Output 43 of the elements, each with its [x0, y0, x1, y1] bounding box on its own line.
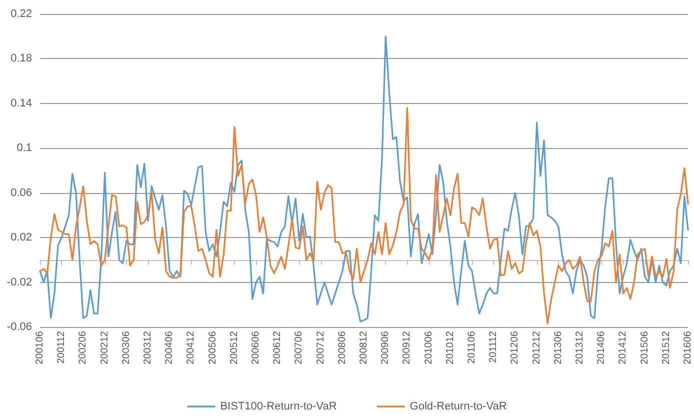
line-series: [39, 107, 689, 324]
x-tick-label: 200412: [186, 330, 197, 364]
y-tick-label: -0.06: [6, 321, 32, 333]
x-tick-label: 200112: [56, 330, 68, 364]
x-tick-label: 201506: [639, 330, 650, 364]
x-tick-label: 201606: [682, 330, 694, 364]
x-tick-label: 201406: [596, 330, 608, 364]
legend-label: BIST100-Return-to-VaR: [220, 400, 337, 412]
x-tick-label: 200312: [142, 330, 154, 364]
x-tick-label: 200906: [380, 330, 392, 364]
x-tick-label: 201206: [510, 330, 521, 364]
x-tick-label: 200606: [250, 330, 262, 364]
y-tick-label: -0.02: [6, 276, 32, 288]
x-tick-label: 200212: [99, 330, 110, 364]
x-tick-label: 200106: [34, 330, 46, 364]
line-series: [39, 36, 689, 322]
x-tick-label: 201006: [423, 330, 434, 364]
x-tick-label: 200812: [358, 330, 370, 364]
x-tick-label: 200912: [402, 330, 413, 364]
y-tick-label: 0.14: [10, 97, 32, 110]
y-tick-label: 0.06: [10, 186, 32, 199]
x-tick-label: 200306: [120, 330, 132, 364]
x-tick-label: 201306: [552, 330, 564, 364]
y-tick-label: 0.02: [10, 232, 32, 244]
x-tick-label: 201512: [660, 330, 672, 364]
x-tick-label: 200512: [228, 330, 240, 364]
x-tick-label: 200712: [315, 330, 326, 364]
x-tick-label: 200506: [207, 330, 218, 364]
x-tick-label: 200706: [294, 330, 305, 364]
x-tick-label: 201112: [488, 330, 500, 363]
legend-label: Gold-Return-to-VaR: [410, 400, 507, 412]
y-tick-label: 0.1: [16, 142, 32, 154]
x-tick-label: 200612: [272, 330, 284, 364]
x-tick-label: 201412: [618, 330, 629, 364]
y-tick-label: 0.18: [10, 52, 32, 65]
x-tick-label: 200206: [78, 330, 89, 364]
x-tick-label: 201012: [444, 330, 456, 364]
x-tick-label: 201312: [574, 330, 586, 364]
x-tick-label: 200406: [164, 330, 176, 364]
x-tick-label: 200806: [336, 330, 348, 364]
x-tick-label: 201212: [531, 330, 542, 364]
x-tick-label: 201106: [466, 330, 478, 364]
y-tick-label: 0.22: [10, 8, 32, 20]
